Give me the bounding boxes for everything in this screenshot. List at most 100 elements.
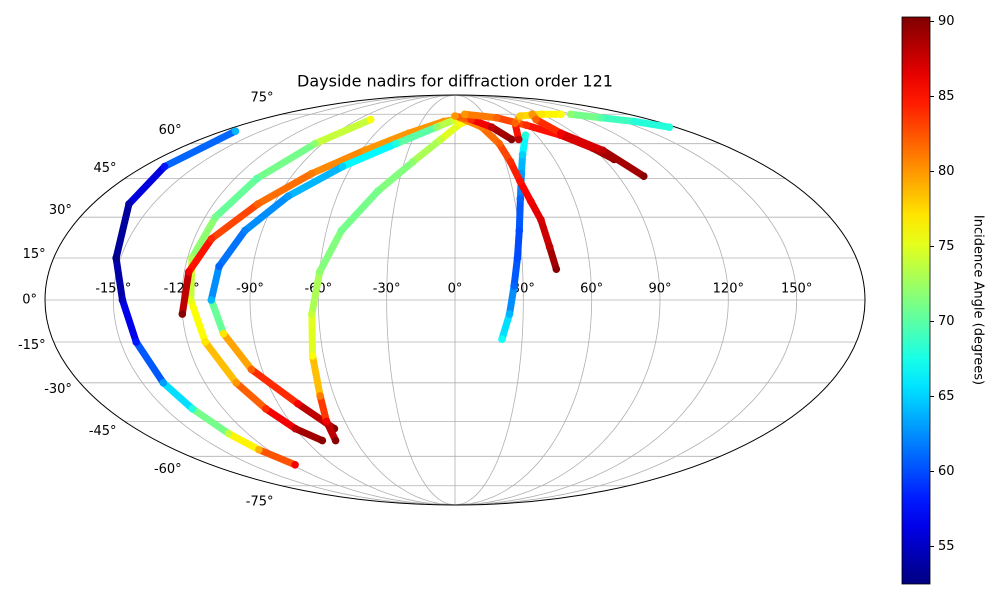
grid-line [317,94,456,506]
nadir-point [597,113,605,122]
grid-line [454,94,593,506]
nadir-point [409,157,417,166]
colorbar-tick-label: 85 [938,89,955,104]
nadir-point [338,162,347,171]
track-segment [308,268,324,318]
colorbar-tick-label: 65 [938,389,955,404]
track-segment [188,213,219,262]
y-tick-label: -75° [246,495,274,510]
nadir-point [308,351,317,360]
nadir-point [515,226,524,235]
track-segment [132,338,167,387]
track-segment [208,200,262,243]
nadir-point [331,436,340,445]
nadir-point [178,310,187,318]
track-segment [161,127,239,171]
nadir-point [207,234,216,243]
nadir-point [160,162,169,171]
nadir-point [219,329,228,338]
nadir-point [498,335,506,343]
nadir-point [522,121,531,130]
nadir-point [437,135,445,144]
grid-line [454,94,729,506]
nadir-point [188,405,197,413]
nadir-point [125,200,133,208]
track-segment [339,140,400,171]
nadir-point [373,187,382,195]
x-tick-label: 60° [580,282,603,297]
nadir-point [247,365,256,374]
track-segment [284,163,347,200]
track-segment [241,192,292,235]
y-tick-label: 15° [23,247,46,262]
track-segment [515,195,524,235]
nadir-point [132,338,140,346]
track-segment [488,123,516,143]
nadir-point [366,115,375,124]
track-segment [493,114,530,129]
nadir-point [639,172,648,180]
track-segment [232,379,270,413]
colorbar [901,16,931,585]
nadir-point [495,139,504,148]
grid-line [454,94,798,506]
nadir-point [311,139,319,148]
nadir-point [241,226,249,235]
nadir-point [112,254,120,262]
track-segment [510,254,521,290]
x-tick-label: -30° [373,282,401,297]
track-segment [537,216,554,251]
track-segment [374,158,417,195]
nadir-point [514,135,523,144]
nadir-point [492,113,501,122]
colorbar-tick-label: 55 [938,539,955,554]
track-segment [506,282,518,318]
track-segment [215,227,249,270]
y-tick-label: -60° [154,462,182,477]
nadir-point [460,110,469,119]
chart-title: Dayside nadirs for diffraction order 121 [297,72,613,91]
track-segment [392,123,441,148]
colorbar-label: Incidence Angle (degrees) [971,215,986,385]
track-segment [498,310,514,343]
x-tick-label: 90° [648,282,671,297]
track-segment [125,163,169,208]
x-tick-label: 120° [713,282,744,297]
nadir-point [307,169,316,178]
track-segment [516,177,535,205]
x-tick-label: -150° [95,282,131,297]
track-segment [291,425,326,445]
x-tick-label: 150° [781,282,812,297]
nadir-point [528,110,536,119]
y-tick-label: 60° [159,123,182,138]
nadir-point [253,200,262,208]
track-segment [311,116,375,148]
nadir-point [532,115,540,124]
track-segment [532,116,565,137]
nadir-point [599,146,607,155]
nadir-point [308,310,316,318]
nadir-point [294,399,302,408]
grid-line [386,94,456,506]
nadir-point [487,123,496,131]
nadir-point [215,262,223,271]
track-segment [112,200,133,262]
track-segment [597,114,638,125]
nadir-point [224,429,233,438]
nadir-point [232,379,241,387]
nadir-point [510,282,518,290]
nadir-point [291,460,299,469]
nadir-point [159,379,168,387]
nadir-point [201,338,210,346]
nadir-point [557,129,565,137]
track-segment [409,135,445,166]
nadir-point [451,112,459,120]
track-segment [220,330,255,373]
track-segment [308,310,317,360]
track-segment [262,405,299,433]
track-segment [307,146,369,178]
colorbar-tick-label: 60 [938,464,955,479]
track-segment [118,296,140,346]
nadir-point [665,123,674,131]
